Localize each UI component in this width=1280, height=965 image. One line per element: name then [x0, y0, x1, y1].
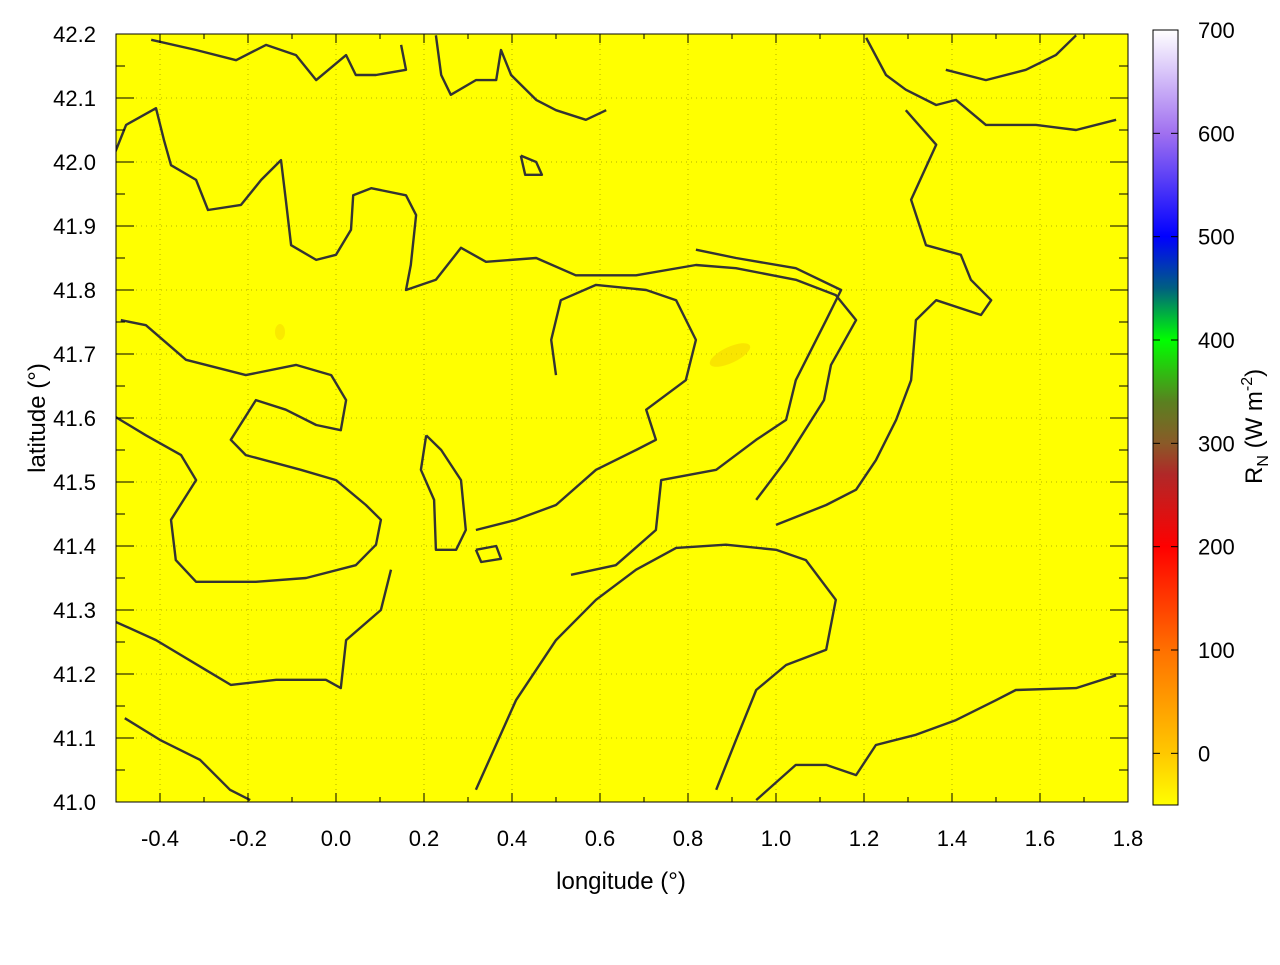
- y-tick-label: 41.7: [53, 342, 96, 367]
- field-spot: [275, 324, 285, 340]
- contour-lines: [116, 34, 1117, 802]
- y-tick-label: 41.3: [53, 598, 96, 623]
- colorbar-tick-label: 400: [1198, 328, 1235, 353]
- x-tick-label: 1.2: [849, 826, 880, 851]
- y-tick-label: 41.9: [53, 214, 96, 239]
- y-tick-label: 41.8: [53, 278, 96, 303]
- contour-line: [775, 109, 993, 527]
- field-spot: [709, 343, 751, 367]
- colorbar-tick-label: 600: [1198, 121, 1235, 146]
- y-tick-label: 42.1: [53, 86, 96, 111]
- contour-line: [519, 154, 544, 177]
- y-tick-label: 41.6: [53, 406, 96, 431]
- colorbar-tick-label: 0: [1198, 741, 1210, 766]
- y-tick-label: 41.5: [53, 470, 96, 495]
- y-tick-label: 42.2: [53, 22, 96, 47]
- contour-line: [150, 38, 408, 82]
- x-tick-label: -0.4: [141, 826, 179, 851]
- contour-line: [755, 674, 1117, 801]
- x-tick-label: 0.6: [585, 826, 616, 851]
- x-tick-label: 0.4: [497, 826, 528, 851]
- contour-line: [474, 544, 503, 564]
- contour-line: [419, 434, 467, 551]
- x-tick-label: 1.8: [1113, 826, 1144, 851]
- x-tick-label: 1.0: [761, 826, 792, 851]
- contour-line: [124, 717, 251, 802]
- contour-line: [475, 283, 698, 532]
- axis-ticks: [115, 33, 1129, 803]
- x-tick-label: 1.6: [1025, 826, 1056, 851]
- x-tick-label: 0.8: [673, 826, 704, 851]
- y-axis-label: latitude (°): [24, 363, 51, 473]
- contour-line: [474, 543, 837, 791]
- y-tick-label: 41.0: [53, 790, 96, 815]
- y-tick-label: 41.4: [53, 534, 96, 559]
- colorbar: [1152, 29, 1179, 806]
- y-tick-label: 41.2: [53, 662, 96, 687]
- contour-line: [116, 318, 383, 583]
- contour-line: [116, 569, 393, 690]
- contour-line: [865, 37, 1117, 132]
- colorbar-tick-label: 300: [1198, 431, 1235, 456]
- contour-line: [116, 106, 858, 501]
- contour-line: [570, 248, 843, 576]
- x-axis-label: longitude (°): [556, 868, 686, 895]
- x-tick-label: 0.0: [321, 826, 352, 851]
- colorbar-tick-label: 100: [1198, 638, 1235, 663]
- field-spots: [275, 324, 751, 367]
- colorbar-tick-label: 500: [1198, 225, 1235, 250]
- colorbar-label: RN (W m-2): [1239, 369, 1272, 484]
- contour-line: [434, 35, 607, 122]
- colorbar-tick-label: 700: [1198, 18, 1235, 43]
- x-tick-label: 1.4: [937, 826, 968, 851]
- x-tick-labels: -0.4 -0.2 0.0 0.2 0.4 0.6 0.8 1.0 1.2 1.4 1.6 1.8: [141, 826, 1143, 851]
- x-tick-label: -0.2: [229, 826, 267, 851]
- y-tick-label: 42.0: [53, 150, 96, 175]
- colorbar-tick-label: 200: [1198, 535, 1235, 560]
- y-tick-labels: 41.0 41.1 41.2 41.3 41.4 41.5 41.6 41.7 41.8 41.9…: [53, 22, 96, 815]
- colorbar-ticks: 0 100 200 300 400 500 600 700: [1153, 18, 1235, 766]
- contour-line: [945, 34, 1077, 82]
- y-tick-label: 41.1: [53, 726, 96, 751]
- x-tick-label: 0.2: [409, 826, 440, 851]
